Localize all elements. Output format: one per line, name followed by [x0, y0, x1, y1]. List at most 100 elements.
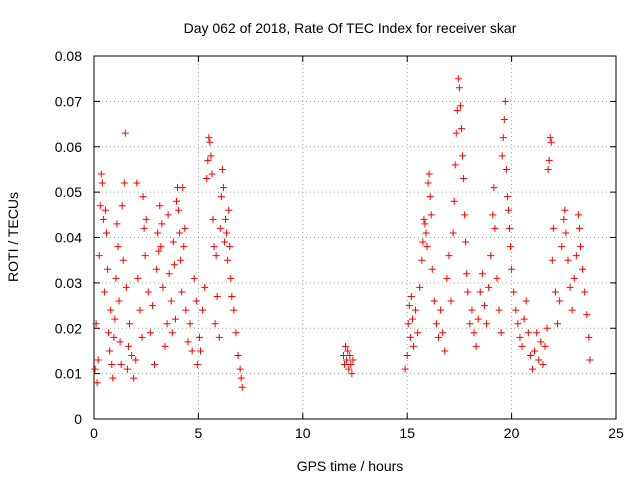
data-point — [196, 347, 204, 355]
data-point — [408, 315, 416, 323]
data-point — [96, 202, 104, 210]
data-point — [186, 320, 194, 328]
data-point — [460, 175, 468, 183]
data-point — [478, 270, 486, 278]
data-point — [159, 283, 167, 291]
data-point — [451, 161, 459, 169]
data-point — [568, 306, 576, 314]
data-point — [554, 320, 562, 328]
data-point — [508, 265, 516, 273]
data-point — [512, 306, 520, 314]
data-point — [409, 342, 417, 350]
y-tick-label: 0 — [74, 411, 82, 427]
data-point — [483, 320, 491, 328]
data-point — [168, 329, 176, 337]
data-point — [103, 229, 111, 237]
data-point — [226, 243, 234, 251]
data-point — [203, 175, 211, 183]
data-point — [476, 288, 484, 296]
data-point — [112, 274, 120, 282]
data-point — [548, 256, 556, 264]
data-point — [161, 342, 169, 350]
data-point — [403, 351, 411, 359]
data-point — [205, 134, 213, 142]
data-point — [500, 116, 508, 124]
data-point — [432, 320, 440, 328]
chart-title: Day 062 of 2018, Rate Of TEC Index for r… — [184, 20, 517, 36]
data-point — [237, 374, 245, 382]
data-points — [91, 75, 594, 391]
data-point — [503, 193, 511, 201]
x-tick-label: 20 — [504, 425, 520, 441]
data-point — [457, 125, 465, 133]
data-point — [157, 243, 165, 251]
data-point — [543, 324, 551, 332]
data-point — [468, 306, 476, 314]
y-tick-label: 0.04 — [55, 230, 82, 246]
data-point — [216, 224, 224, 232]
data-point — [524, 329, 532, 337]
data-point — [141, 252, 149, 260]
data-point — [575, 224, 583, 232]
data-point — [148, 302, 156, 310]
data-point — [223, 229, 231, 237]
data-point — [232, 329, 240, 337]
data-point — [544, 165, 552, 173]
y-tick-labels: 0 0.01 0.02 0.03 0.04 0.05 0.06 0.07 0.08 — [55, 48, 82, 427]
data-point — [213, 292, 221, 300]
data-point — [560, 215, 568, 223]
axis-ticks — [93, 55, 617, 420]
y-tick-label: 0.03 — [55, 275, 82, 291]
data-point — [424, 179, 432, 187]
data-point — [574, 211, 582, 219]
data-point — [179, 184, 187, 192]
data-point — [346, 351, 354, 359]
data-point — [101, 206, 109, 214]
data-point — [344, 347, 352, 355]
data-point — [531, 347, 539, 355]
data-point — [140, 224, 148, 232]
data-point — [507, 243, 515, 251]
data-point — [556, 297, 564, 305]
data-point — [151, 361, 159, 369]
data-point — [340, 351, 348, 359]
y-tick-label: 0.05 — [55, 184, 82, 200]
data-point — [134, 274, 142, 282]
data-point — [219, 184, 227, 192]
data-point — [520, 315, 528, 323]
data-point — [119, 256, 127, 264]
data-point — [404, 320, 412, 328]
data-point — [459, 152, 467, 160]
data-point — [207, 152, 215, 160]
data-point — [230, 306, 238, 314]
data-point — [123, 365, 131, 373]
data-point — [114, 243, 122, 251]
data-point — [113, 220, 121, 228]
y-tick-label: 0.01 — [55, 366, 82, 382]
data-point — [546, 134, 554, 142]
data-point — [343, 356, 351, 364]
data-point — [341, 361, 349, 369]
data-point — [163, 320, 171, 328]
data-point — [547, 138, 555, 146]
data-point — [210, 243, 218, 251]
data-point — [155, 247, 163, 255]
data-point — [502, 165, 510, 173]
data-point — [566, 283, 574, 291]
data-point — [421, 220, 429, 228]
data-point — [225, 206, 233, 214]
data-point — [139, 193, 147, 201]
data-point — [533, 329, 541, 337]
data-point — [425, 170, 433, 178]
data-point — [234, 351, 242, 359]
data-point — [176, 229, 184, 237]
data-point — [545, 156, 553, 164]
data-point — [146, 329, 154, 337]
data-point — [418, 256, 426, 264]
data-point — [175, 206, 183, 214]
data-point — [165, 270, 173, 278]
data-point — [514, 320, 522, 328]
data-point — [224, 256, 232, 264]
data-point — [104, 265, 112, 273]
y-tick-label: 0.02 — [55, 320, 82, 336]
